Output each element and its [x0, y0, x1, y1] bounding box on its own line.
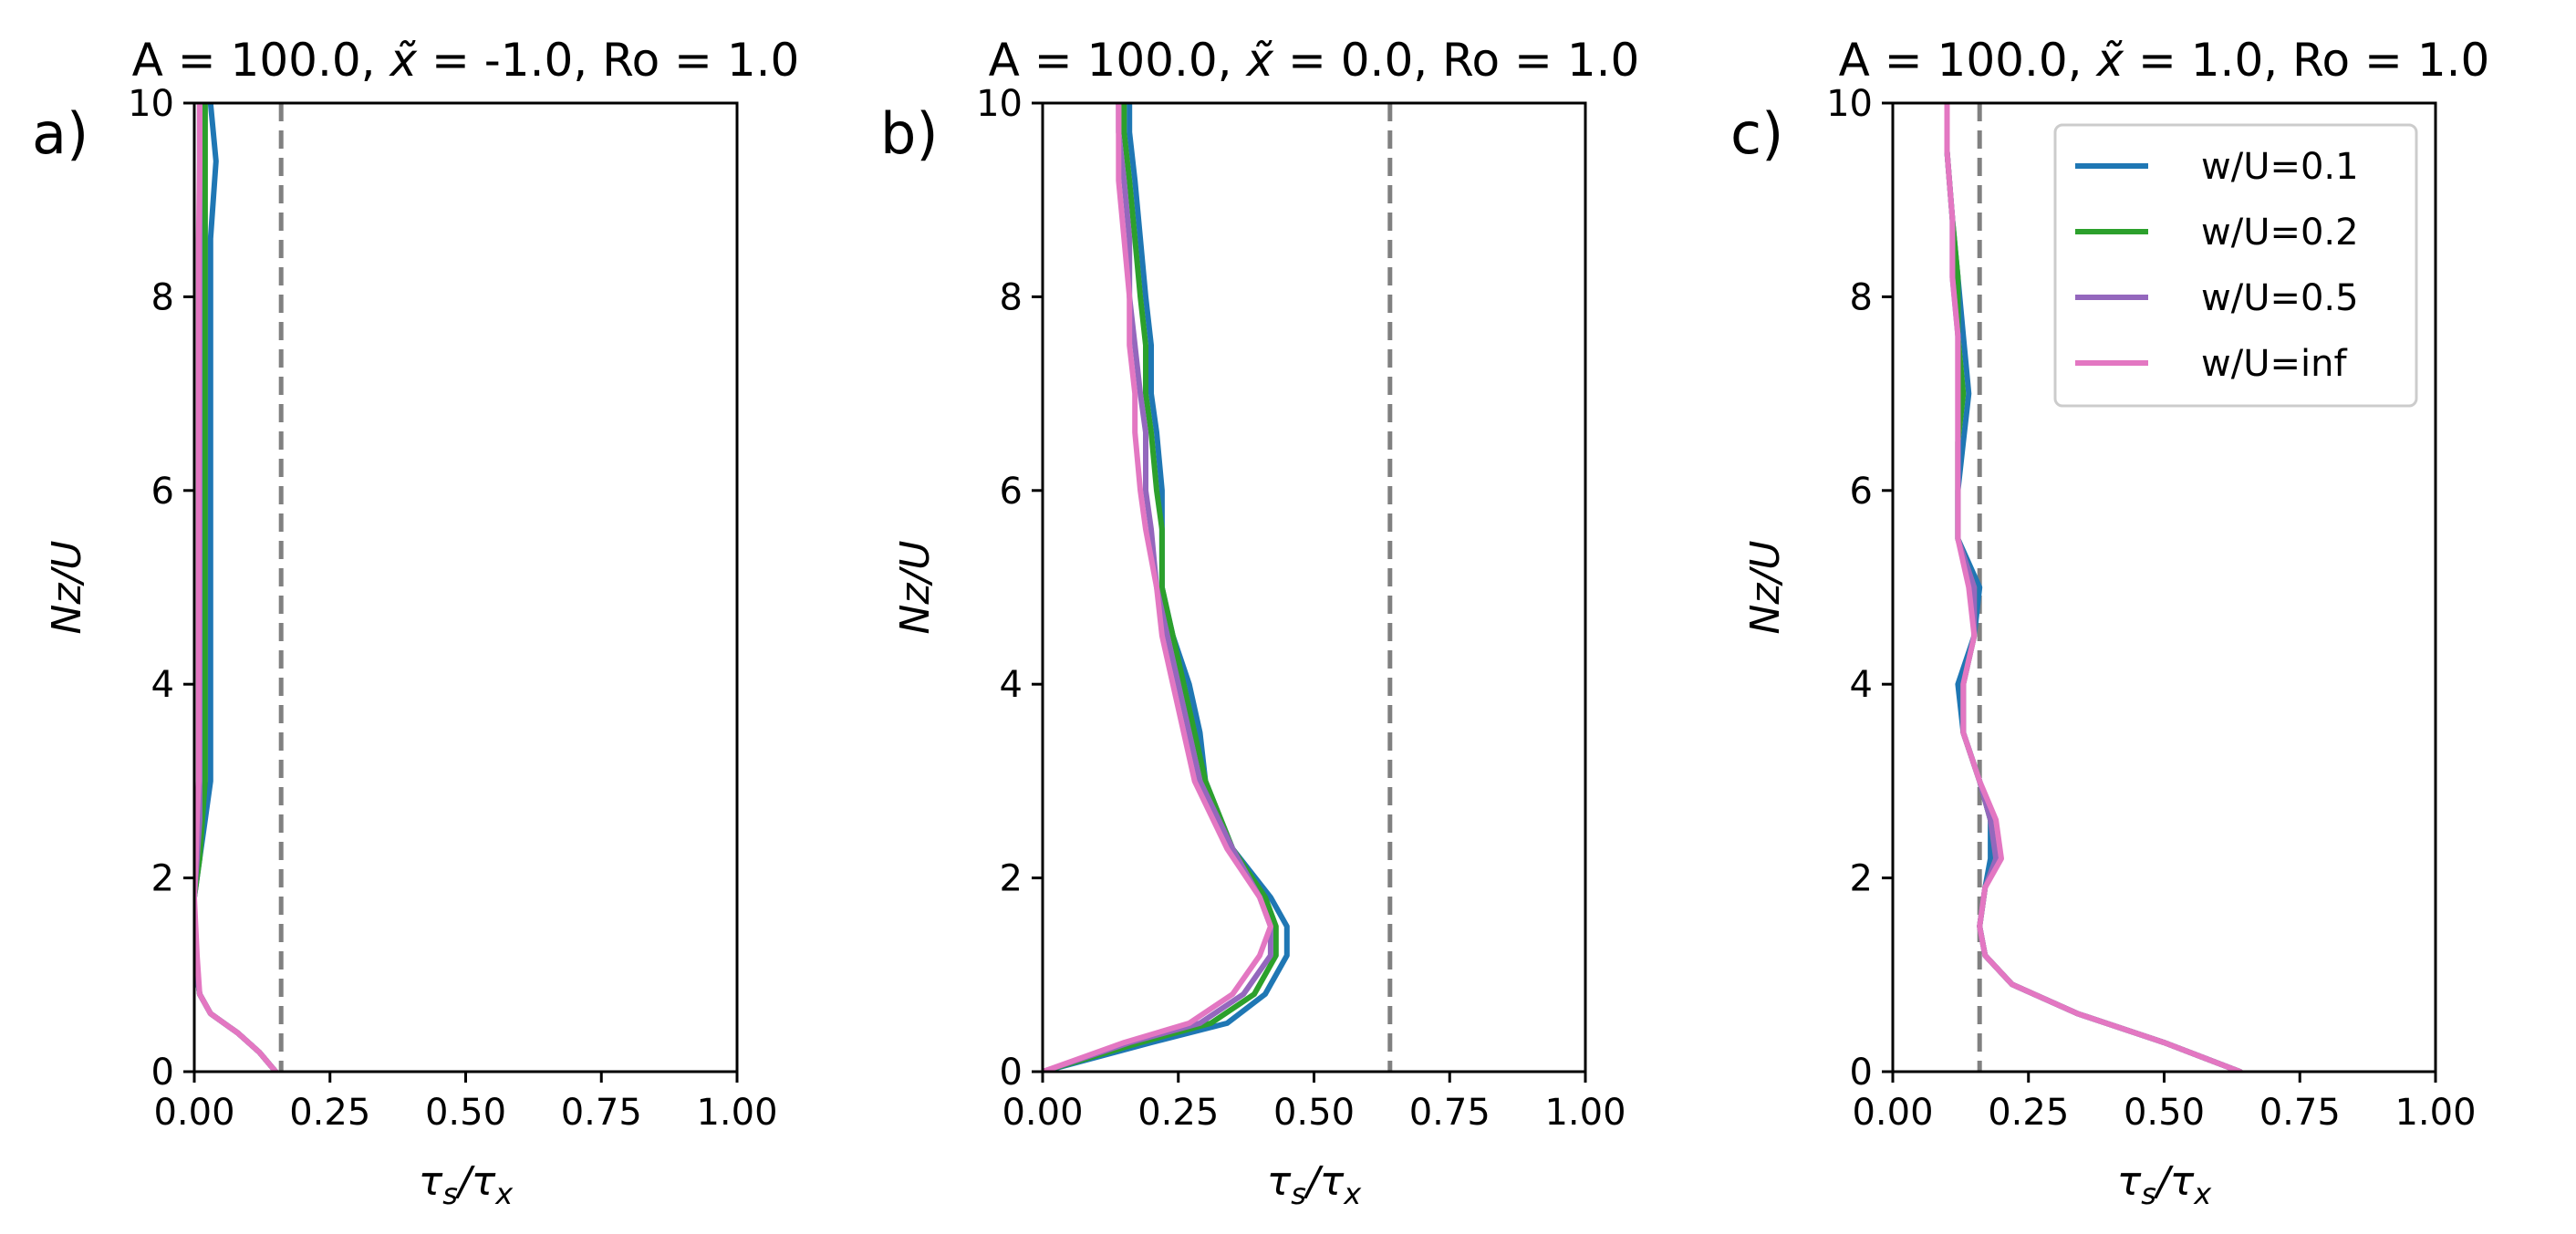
- y-tick-label: 0: [1000, 1052, 1023, 1094]
- panel-c: 0.00 0.25 0.50 0.75 1.00 0 2 4 6 8 10 Nz/U τs/τx A = …: [1730, 34, 2489, 1211]
- x-tick-label: 0.50: [2124, 1092, 2205, 1134]
- title-symbol: x̃: [388, 34, 417, 87]
- x-label-sub-x: x: [494, 1177, 514, 1211]
- y-tick-label: 0: [1850, 1052, 1873, 1094]
- x-axis-label: τs/τx: [2117, 1158, 2213, 1211]
- x-label-tau-x: τ: [472, 1158, 496, 1205]
- y-tick-label: 10: [976, 83, 1023, 125]
- title-symbol: x̃: [2094, 34, 2124, 87]
- y-tick-label: 10: [128, 83, 174, 125]
- y-tick-label: 0: [151, 1052, 174, 1094]
- x-tick-label: 0.25: [289, 1092, 370, 1134]
- series-group: [1944, 103, 2243, 1072]
- x-tick-label: 0.25: [1137, 1092, 1219, 1134]
- title-symbol: x̃: [1244, 34, 1273, 87]
- y-tick-label: 4: [1850, 664, 1873, 706]
- x-label-tau-s: τ: [2117, 1158, 2142, 1205]
- panel-title: A = 100.0, x̃ = -1.0, Ro = 1.0: [132, 34, 800, 87]
- y-tick-label: 8: [1000, 276, 1023, 318]
- panel-letter: c): [1730, 100, 1783, 167]
- x-tick-label: 0.00: [1852, 1092, 1933, 1134]
- x-axis-label: τs/τx: [419, 1158, 514, 1211]
- x-tick-label: 0.50: [1273, 1092, 1355, 1134]
- x-label-tau-x: τ: [1320, 1158, 1345, 1205]
- x-label-sub-x: x: [2193, 1177, 2212, 1211]
- x-label-sub-x: x: [1343, 1177, 1362, 1211]
- y-tick-label: 8: [1850, 276, 1873, 318]
- x-label-sub-s: s: [2141, 1177, 2156, 1211]
- series-group: [1043, 103, 1290, 1072]
- x-tick-label: 0.50: [425, 1092, 506, 1134]
- y-tick-label: 6: [1850, 471, 1873, 513]
- title-prefix: A = 100.0,: [1839, 34, 2097, 87]
- x-label-tau-s: τ: [419, 1158, 443, 1205]
- x-label-sub-s: s: [1291, 1177, 1306, 1211]
- title-suffix: = 0.0, Ro = 1.0: [1273, 34, 1639, 87]
- y-tick-label: 2: [1850, 858, 1873, 900]
- title-prefix: A = 100.0,: [989, 34, 1247, 87]
- title-suffix: = 1.0, Ro = 1.0: [2124, 34, 2489, 87]
- legend-entry: w/U=0.1: [2201, 146, 2359, 188]
- y-tick-label: 2: [151, 858, 174, 900]
- y-tick-label: 4: [1000, 664, 1023, 706]
- x-tick-label: 1.00: [696, 1092, 777, 1134]
- x-tick-label: 0.00: [153, 1092, 234, 1134]
- legend-entry: w/U=inf: [2201, 343, 2347, 385]
- legend-box: [2053, 123, 2418, 408]
- y-tick-label: 10: [1826, 83, 1873, 125]
- x-tick-label: 0.75: [2259, 1092, 2341, 1134]
- legend-entry: w/U=0.2: [2201, 212, 2359, 254]
- x-axis-label: τs/τx: [1267, 1158, 1363, 1211]
- axes-frame: [192, 101, 739, 1073]
- x-label-tau-x: τ: [2170, 1158, 2195, 1205]
- y-tick-label: 8: [151, 276, 174, 318]
- y-tick-label: 6: [151, 471, 174, 513]
- title-prefix: A = 100.0,: [132, 34, 390, 87]
- x-tick-label: 0.75: [1409, 1092, 1491, 1134]
- y-tick-label: 6: [1000, 471, 1023, 513]
- x-label-tau-s: τ: [1267, 1158, 1292, 1205]
- x-label-sub-s: s: [442, 1177, 458, 1211]
- series-line-w-u-inf: [194, 103, 279, 1072]
- y-axis-label: Nz/U: [892, 540, 939, 634]
- series-line-w-u-0-2: [194, 103, 279, 1072]
- panel-letter: b): [880, 100, 939, 167]
- x-tick-label: 1.00: [1544, 1092, 1626, 1134]
- legend: w/U=0.1 w/U=0.2 w/U=0.5 w/U=inf: [2053, 123, 2418, 408]
- x-tick-label: 0.00: [1002, 1092, 1083, 1134]
- title-suffix: = -1.0, Ro = 1.0: [417, 34, 799, 87]
- y-tick-label: 2: [1000, 858, 1023, 900]
- y-axis-label: Nz/U: [1742, 540, 1789, 634]
- panel-title: A = 100.0, x̃ = 0.0, Ro = 1.0: [989, 34, 1640, 87]
- panel-a: 0.00 0.25 0.50 0.75 1.00 0 2 4 6 8 10 Nz/U τs/τx A = …: [32, 34, 799, 1211]
- legend-entry: w/U=0.5: [2201, 277, 2359, 319]
- series-line-w-u-inf: [1043, 103, 1273, 1072]
- series-line-w-u-0-2: [1043, 103, 1279, 1072]
- x-tick-label: 1.00: [2394, 1092, 2476, 1134]
- series-line-w-u-inf: [1944, 103, 2243, 1072]
- y-tick-label: 4: [151, 664, 174, 706]
- y-axis-label: Nz/U: [44, 540, 90, 634]
- x-tick-label: 0.25: [1988, 1092, 2069, 1134]
- x-tick-label: 0.75: [561, 1092, 642, 1134]
- panel-b: 0.00 0.25 0.50 0.75 1.00 0 2 4 6 8 10 Nz/U τs/τx A = …: [880, 34, 1639, 1211]
- series-group: [194, 103, 279, 1072]
- panel-title: A = 100.0, x̃ = 1.0, Ro = 1.0: [1839, 34, 2490, 87]
- panel-letter: a): [32, 100, 88, 167]
